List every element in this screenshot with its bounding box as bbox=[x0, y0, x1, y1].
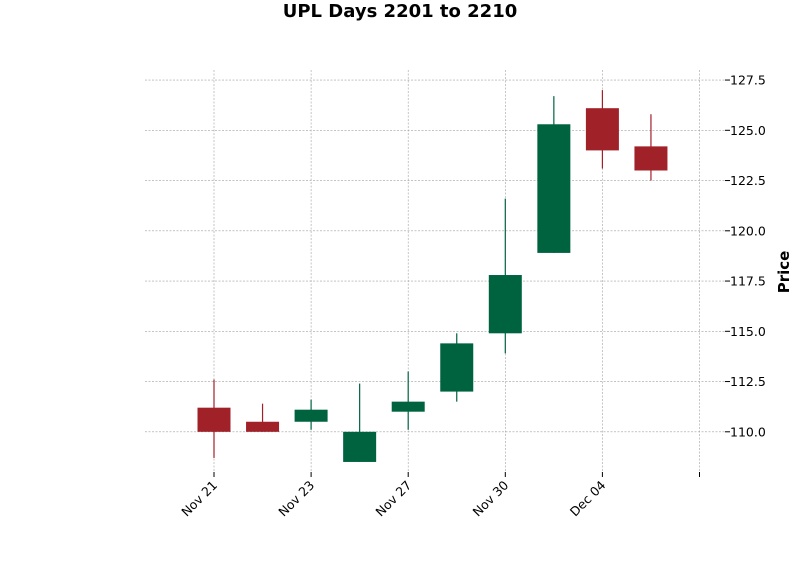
candle-body bbox=[634, 146, 668, 171]
candle-layer bbox=[197, 90, 668, 462]
chart-title: UPL Days 2201 to 2210 bbox=[283, 1, 518, 22]
y-tick-label: 122.5 bbox=[730, 173, 766, 188]
y-tick-label: 120.0 bbox=[730, 223, 766, 238]
candle-up bbox=[343, 383, 377, 462]
candle-body bbox=[343, 431, 377, 462]
x-tick-label: Dec 04 bbox=[567, 477, 609, 519]
y-tick-label: 127.5 bbox=[730, 73, 766, 88]
x-tick-label: Nov 23 bbox=[275, 478, 317, 520]
candle-body bbox=[488, 275, 522, 334]
candle-up bbox=[440, 333, 474, 402]
candle-body bbox=[537, 124, 571, 253]
candle-body bbox=[391, 401, 425, 412]
x-axis: Nov 21 Nov 23 Nov 27 Nov 30 Dec 04 bbox=[178, 472, 700, 520]
candle-up bbox=[391, 371, 425, 430]
grid-layer bbox=[145, 70, 725, 472]
y-axis: 110.0 112.5 115.0 117.5 120.0 122.5 125.0 127.5 bbox=[725, 73, 766, 439]
candle-down bbox=[585, 90, 619, 169]
y-tick-label: 115.0 bbox=[730, 324, 766, 339]
candle-down bbox=[246, 403, 280, 432]
candle-up bbox=[488, 198, 522, 354]
candle-body bbox=[585, 108, 619, 151]
y-tick-label: 112.5 bbox=[730, 374, 766, 389]
y-tick-label: 125.0 bbox=[730, 123, 766, 138]
candle-body bbox=[197, 407, 231, 432]
candle-body bbox=[440, 343, 474, 392]
candle-down bbox=[634, 114, 668, 181]
candle-body bbox=[246, 421, 280, 432]
y-axis-label: Price bbox=[775, 251, 793, 294]
candle-up bbox=[537, 96, 571, 253]
x-tick-label: Nov 30 bbox=[470, 477, 512, 519]
x-tick-label: Nov 21 bbox=[178, 478, 220, 520]
candle-down bbox=[197, 379, 231, 458]
candle-body bbox=[294, 409, 328, 422]
y-tick-label: 110.0 bbox=[730, 424, 766, 439]
x-tick-label: Nov 27 bbox=[372, 478, 414, 520]
y-tick-label: 117.5 bbox=[730, 274, 766, 289]
candle-up bbox=[294, 399, 328, 430]
